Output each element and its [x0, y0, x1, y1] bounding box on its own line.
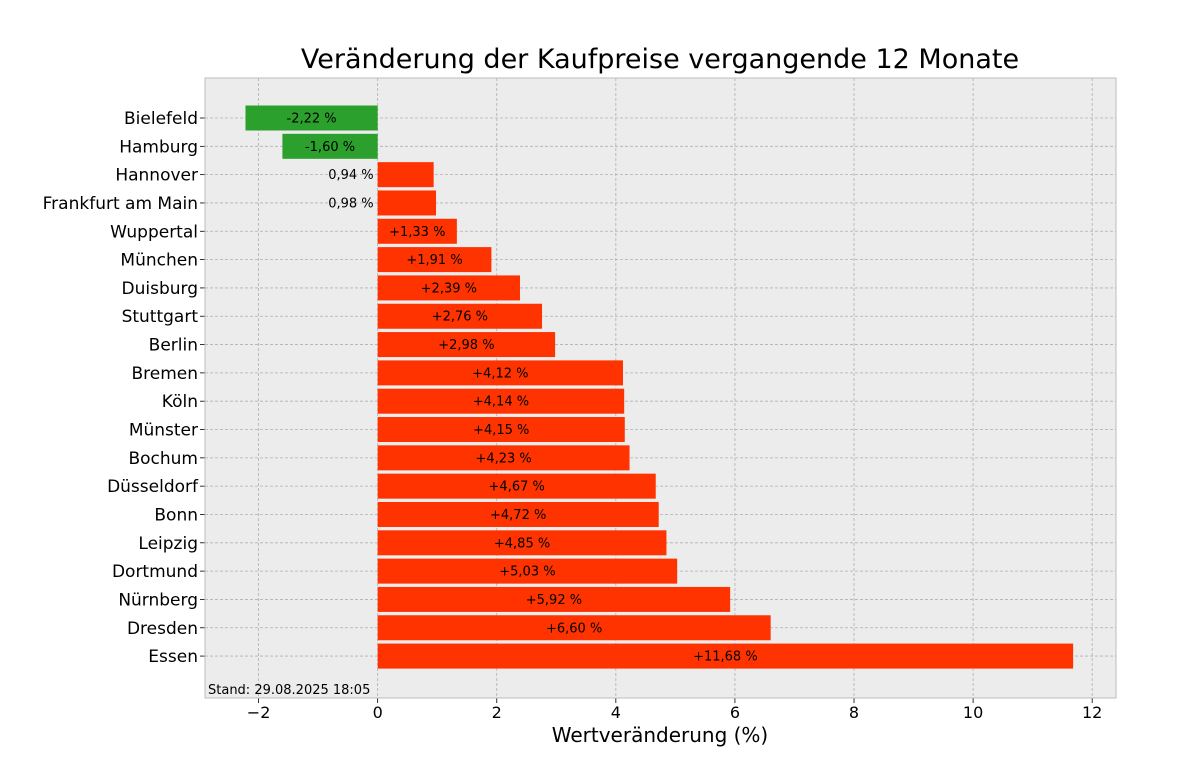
x-axis-label: Wertveränderung (%): [552, 723, 769, 747]
bar-hamburg: [282, 133, 378, 159]
x-tick-labels-layer: −2 0 2 4 6 8 10 12: [247, 698, 1102, 722]
data-label: +4,85 %: [494, 536, 550, 551]
category-label: Bonn: [154, 505, 198, 525]
category-label: Dresden: [127, 619, 198, 639]
category-label: Münster: [129, 421, 198, 441]
x-tick-label: 8: [849, 703, 859, 722]
data-label: +4,72 %: [490, 508, 546, 523]
bars-layer: [245, 105, 1074, 669]
bar-bochum: [377, 445, 630, 471]
data-label: +4,23 %: [475, 451, 531, 466]
category-label: Hamburg: [119, 137, 198, 157]
bar-münster: [377, 417, 625, 443]
bar-dortmund: [377, 558, 678, 584]
category-label: Stuttgart: [122, 307, 199, 327]
category-label: Leipzig: [138, 534, 198, 554]
data-label: +1,33 %: [389, 225, 445, 240]
category-label: München: [120, 251, 198, 271]
data-label: -2,22 %: [287, 112, 337, 127]
category-label: Wuppertal: [110, 222, 198, 242]
bar-bremen: [377, 360, 623, 386]
data-label: +11,68 %: [693, 650, 758, 665]
bar-wuppertal: [377, 218, 457, 244]
category-label: Köln: [162, 392, 198, 412]
x-tick-label: 0: [373, 703, 383, 722]
data-label: -1,60 %: [305, 140, 355, 155]
chart-title: Veränderung der Kaufpreise vergangende 1…: [301, 44, 1019, 75]
bar-düsseldorf: [377, 473, 656, 499]
x-tick-label: 12: [1082, 703, 1102, 722]
data-label: +1,91 %: [406, 253, 462, 268]
category-label: Bochum: [128, 449, 198, 469]
category-label: Hannover: [115, 166, 198, 186]
data-label: +2,39 %: [421, 281, 477, 296]
category-label: Frankfurt am Main: [43, 194, 198, 214]
data-label: 0,94 %: [328, 168, 373, 183]
category-label: Berlin: [149, 336, 198, 356]
bar-essen: [377, 643, 1074, 669]
grid-layer: [205, 78, 1116, 698]
x-tick-label: 6: [730, 703, 740, 722]
bar-bonn: [377, 501, 659, 527]
x-tick-label: 4: [611, 703, 621, 722]
bar-bielefeld: [245, 105, 378, 131]
bar-berlin: [377, 332, 556, 358]
data-label: 0,98 %: [328, 196, 373, 211]
data-label: +5,03 %: [499, 565, 555, 580]
data-label: +4,15 %: [473, 423, 529, 438]
bar-hannover: [377, 162, 434, 188]
category-label: Duisburg: [122, 279, 199, 299]
x-tick-label: 10: [963, 703, 983, 722]
data-label: +5,92 %: [526, 593, 582, 608]
category-label: Bremen: [131, 364, 198, 384]
bar-stuttgart: [377, 303, 543, 329]
bar-nürnberg: [377, 586, 731, 612]
bar-münchen: [377, 247, 492, 273]
plot-frame: [204, 77, 1117, 699]
data-labels-layer: -2,22 % -1,60 % 0,94 % 0,98 % +1,33 % +1,91 %…: [287, 112, 758, 665]
data-label: +2,98 %: [438, 338, 494, 353]
bar-duisburg: [377, 275, 520, 301]
category-label: Dortmund: [112, 562, 198, 582]
category-label: Düsseldorf: [107, 477, 199, 497]
data-label: +6,60 %: [546, 621, 602, 636]
bar-köln: [377, 388, 625, 414]
bar-dresden: [377, 615, 771, 641]
timestamp-annotation: Stand: 29.08.2025 18:05: [208, 683, 370, 698]
x-tick-label: −2: [247, 703, 271, 722]
x-tick-label: 2: [492, 703, 502, 722]
data-label: +4,12 %: [472, 366, 528, 381]
category-label: Bielefeld: [124, 109, 198, 129]
data-label: +4,14 %: [473, 395, 529, 410]
bar-frankfurt-am-main: [377, 190, 437, 216]
data-label: +2,76 %: [432, 310, 488, 325]
bar-leipzig: [377, 530, 667, 556]
category-label: Essen: [148, 647, 198, 667]
category-label: Nürnberg: [118, 590, 198, 610]
category-labels-layer: Bielefeld Hamburg Hannover Frankfurt am Mai…: [43, 109, 205, 667]
data-label: +4,67 %: [489, 480, 545, 495]
